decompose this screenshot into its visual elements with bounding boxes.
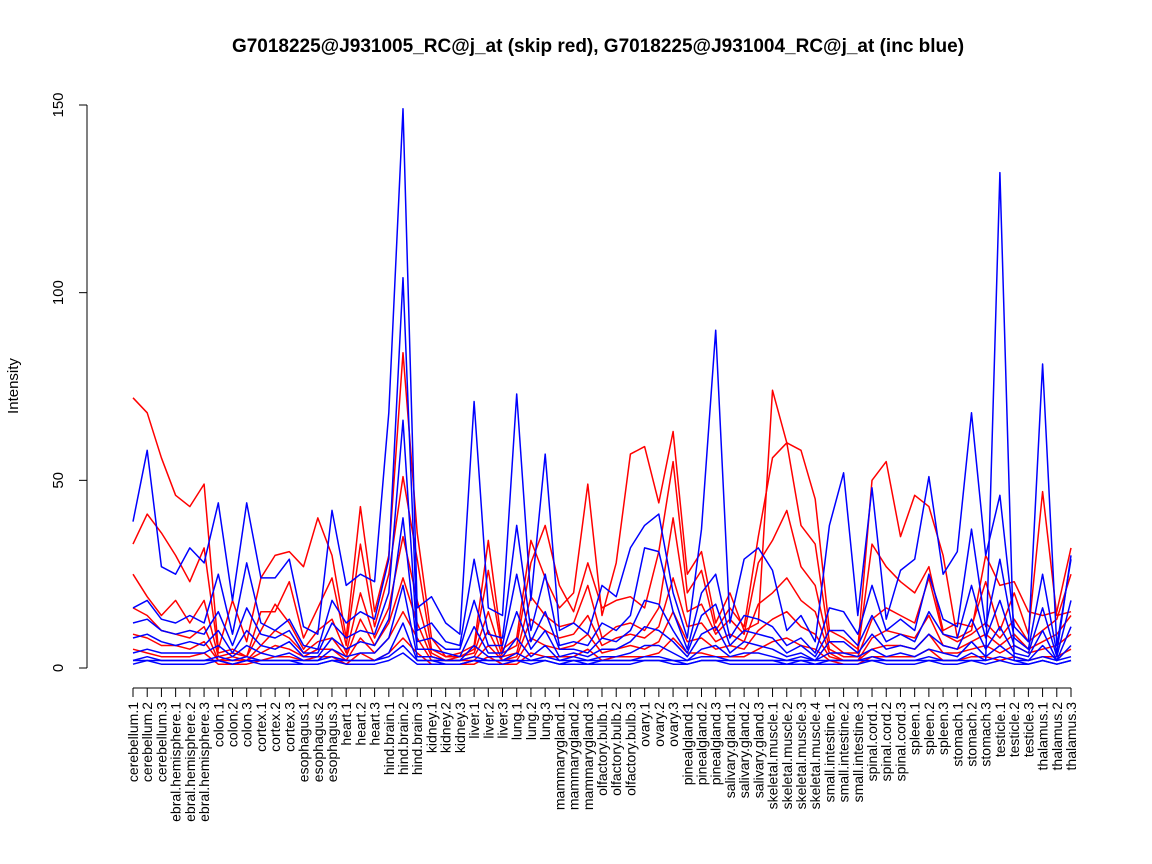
x-axis: cerebellum.1cerebellum.2cerebellum.3ebra… <box>125 687 1079 822</box>
x-tick-label: colon.3 <box>239 702 255 747</box>
x-tick-label: pinealgland.3 <box>708 702 724 786</box>
x-tick-label: ebral.hemisphere.3 <box>196 702 212 822</box>
x-tick-label: testicle.1 <box>992 702 1008 757</box>
y-tick-label: 150 <box>50 92 67 117</box>
y-axis-label: Intensity <box>5 358 22 414</box>
x-tick-label: thalamus.1 <box>1035 702 1051 771</box>
x-tick-label: mammarygland.1 <box>551 702 567 810</box>
x-tick-label: small.intestine.3 <box>850 702 866 803</box>
x-tick-label: ovary.3 <box>665 702 681 747</box>
x-tick-label: kidney.1 <box>423 702 439 753</box>
x-tick-label: kidney.2 <box>438 702 454 753</box>
x-tick-label: colon.2 <box>224 702 240 747</box>
x-tick-label: salivary.gland.1 <box>722 702 738 798</box>
x-tick-label: thalamus.2 <box>1049 702 1065 771</box>
series-line-inc-10 <box>132 584 1072 662</box>
x-tick-label: cerebellum.3 <box>153 702 169 782</box>
y-axis: 0 50 100 150 <box>50 92 88 672</box>
x-tick-label: spleen.3 <box>935 702 951 755</box>
series-line-inc-7 <box>132 276 1072 654</box>
x-tick-label: testicle.3 <box>1020 702 1036 757</box>
x-tick-label: ebral.hemisphere.2 <box>182 702 198 822</box>
x-tick-label: cerebellum.1 <box>125 702 141 782</box>
x-tick-label: spleen.2 <box>921 702 937 755</box>
x-tick-label: pinealgland.1 <box>679 702 695 786</box>
x-tick-label: lung.3 <box>537 702 553 740</box>
x-tick-label: ebral.hemisphere.1 <box>168 702 184 822</box>
x-tick-label: lung.1 <box>509 702 525 740</box>
x-tick-label: esophagus.2 <box>310 702 326 782</box>
x-tick-label: spinal.cord.3 <box>892 702 908 782</box>
series-line-inc-11 <box>132 622 1072 662</box>
x-tick-label: spleen.1 <box>907 702 923 755</box>
x-tick-label: skeletal.muscle.3 <box>793 702 809 810</box>
x-tick-label: spinal.cord.2 <box>878 702 894 782</box>
series-line-inc-6 <box>132 108 1072 647</box>
x-tick-label: small.intestine.1 <box>821 702 837 803</box>
x-tick-label: liver.1 <box>466 702 482 739</box>
x-tick-label: olfactory.bulb.3 <box>622 702 638 796</box>
y-tick-label: 100 <box>50 280 67 305</box>
series-line-skip-0 <box>132 351 1072 658</box>
x-tick-label: testicle.2 <box>1006 702 1022 757</box>
x-tick-label: cerebellum.2 <box>139 702 155 782</box>
x-tick-label: olfactory.bulb.1 <box>594 702 610 796</box>
x-tick-label: stomach.1 <box>949 702 965 767</box>
x-tick-label: spinal.cord.1 <box>864 702 880 782</box>
x-tick-label: salivary.gland.3 <box>750 702 766 798</box>
x-tick-label: liver.3 <box>495 702 511 739</box>
x-tick-label: skeletal.muscle.1 <box>765 702 781 810</box>
x-tick-label: mammarygland.2 <box>566 702 582 810</box>
x-tick-label: heart.1 <box>338 702 354 746</box>
series-line-inc-12 <box>133 171 1072 665</box>
x-tick-label: colon.1 <box>210 702 226 747</box>
x-tick-label: heart.3 <box>367 702 383 746</box>
series-line-inc-9 <box>132 517 1072 662</box>
x-tick-label: stomach.2 <box>964 702 980 767</box>
x-tick-label: ovary.2 <box>651 702 667 747</box>
x-tick-label: liver.2 <box>480 702 496 739</box>
x-tick-label: skeletal.muscle.4 <box>807 702 823 810</box>
x-tick-label: small.intestine.2 <box>836 702 852 803</box>
x-tick-label: pinealgland.2 <box>693 702 709 786</box>
x-tick-label: stomach.3 <box>978 702 994 767</box>
x-tick-label: hind.brain.1 <box>381 702 397 775</box>
x-tick-label: olfactory.bulb.2 <box>608 702 624 796</box>
x-tick-label: kidney.3 <box>452 702 468 753</box>
x-tick-label: cortex.3 <box>281 702 297 752</box>
y-tick-label: 0 <box>50 664 67 672</box>
x-tick-label: salivary.gland.2 <box>736 702 752 798</box>
series-layer <box>132 108 1072 665</box>
series-line-inc-13 <box>132 652 1072 665</box>
x-tick-label: thalamus.3 <box>1063 702 1079 771</box>
x-tick-label: lung.2 <box>523 702 539 740</box>
x-tick-label: cortex.1 <box>253 702 269 752</box>
series-line-skip-3 <box>132 577 1072 662</box>
series-line-inc-8 <box>132 419 1072 658</box>
y-tick-label: 50 <box>50 472 67 489</box>
x-tick-label: ovary.1 <box>637 702 653 747</box>
x-tick-label: heart.2 <box>352 702 368 746</box>
x-tick-label: hind.brain.2 <box>395 702 411 775</box>
chart-title: G7018225@J931005_RC@j_at (skip red), G70… <box>232 36 964 57</box>
x-tick-label: esophagus.3 <box>324 702 340 782</box>
x-tick-label: skeletal.muscle.2 <box>779 702 795 810</box>
series-line-skip-1 <box>132 442 1072 658</box>
x-tick-label: cortex.2 <box>267 702 283 752</box>
x-tick-label: hind.brain.3 <box>409 702 425 775</box>
x-tick-label: mammarygland.3 <box>580 702 596 810</box>
x-tick-label: esophagus.1 <box>296 702 312 782</box>
